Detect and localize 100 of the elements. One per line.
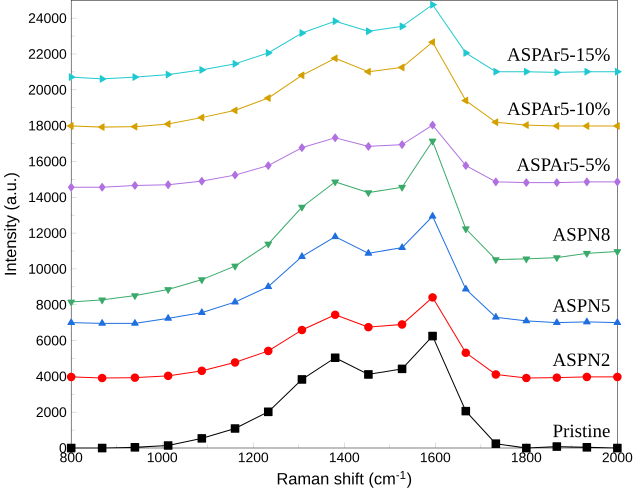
point bbox=[582, 443, 592, 452]
point bbox=[398, 140, 406, 149]
point bbox=[98, 444, 106, 452]
point bbox=[614, 249, 622, 256]
point bbox=[232, 60, 240, 68]
point bbox=[492, 439, 500, 448]
point bbox=[614, 178, 621, 186]
y-tick-label: 0 bbox=[60, 443, 66, 453]
y-tick-label: 16000 bbox=[29, 156, 66, 166]
point bbox=[264, 161, 272, 170]
point bbox=[230, 106, 238, 114]
y-tick-label: 10000 bbox=[29, 264, 66, 274]
point bbox=[131, 293, 139, 300]
point bbox=[462, 226, 470, 234]
point bbox=[584, 178, 590, 186]
point bbox=[428, 293, 437, 302]
point bbox=[492, 313, 500, 320]
x-tick-label: 1200 bbox=[238, 452, 268, 462]
point bbox=[366, 27, 373, 36]
point bbox=[231, 264, 239, 270]
x-tick-label: 1800 bbox=[512, 452, 542, 462]
point bbox=[364, 322, 373, 332]
point bbox=[492, 178, 500, 186]
point bbox=[332, 134, 339, 142]
point bbox=[553, 178, 560, 187]
point bbox=[365, 142, 372, 151]
point bbox=[131, 319, 139, 326]
point bbox=[330, 353, 340, 362]
point bbox=[492, 257, 500, 264]
point bbox=[462, 348, 470, 358]
point bbox=[66, 372, 76, 382]
point bbox=[198, 277, 206, 284]
point bbox=[428, 138, 436, 146]
point bbox=[398, 64, 404, 72]
point bbox=[524, 68, 531, 76]
x-tick-label: 1000 bbox=[148, 452, 178, 462]
point bbox=[264, 242, 272, 248]
point bbox=[582, 122, 590, 130]
point bbox=[164, 372, 172, 380]
point bbox=[398, 184, 406, 192]
point bbox=[364, 249, 372, 256]
point bbox=[430, 0, 437, 9]
point bbox=[462, 284, 470, 292]
point bbox=[522, 316, 530, 324]
point bbox=[553, 318, 561, 326]
point bbox=[264, 346, 273, 356]
series-label: ASPN5 bbox=[552, 299, 610, 312]
point bbox=[98, 182, 106, 192]
point bbox=[264, 94, 271, 102]
point bbox=[67, 300, 75, 306]
point bbox=[522, 121, 529, 129]
point bbox=[492, 118, 498, 126]
point bbox=[198, 434, 206, 443]
point bbox=[428, 332, 437, 340]
point bbox=[298, 252, 306, 259]
y-tick-label: 6000 bbox=[36, 336, 66, 346]
point bbox=[332, 17, 340, 25]
point bbox=[463, 49, 470, 57]
point bbox=[582, 372, 592, 382]
point bbox=[98, 123, 105, 131]
point bbox=[199, 66, 206, 74]
point bbox=[298, 375, 306, 384]
y-tick-label: 22000 bbox=[28, 49, 66, 59]
point bbox=[398, 243, 406, 250]
point bbox=[614, 318, 622, 326]
point bbox=[264, 408, 273, 416]
series-label: ASPN8 bbox=[552, 228, 610, 241]
series-label: ASPN2 bbox=[552, 353, 610, 366]
point bbox=[583, 250, 591, 258]
point bbox=[400, 22, 406, 30]
point bbox=[198, 176, 206, 186]
y-tick-label: 18000 bbox=[29, 120, 66, 131]
point bbox=[68, 73, 76, 81]
y-tick-label: 14000 bbox=[29, 192, 66, 202]
y-axis-title: Intensity (a.u.) bbox=[4, 173, 20, 275]
point bbox=[364, 190, 372, 197]
point bbox=[130, 443, 140, 452]
point bbox=[68, 182, 75, 192]
y-tick-label: 4000 bbox=[36, 372, 66, 382]
point bbox=[364, 370, 373, 379]
point bbox=[331, 232, 339, 240]
point bbox=[230, 424, 240, 433]
point bbox=[67, 318, 75, 326]
point bbox=[330, 54, 338, 62]
point bbox=[522, 374, 531, 382]
point bbox=[198, 308, 206, 316]
point bbox=[66, 444, 76, 452]
point bbox=[66, 122, 74, 130]
point bbox=[298, 143, 306, 152]
point bbox=[462, 96, 468, 104]
point bbox=[298, 204, 306, 212]
point bbox=[330, 310, 340, 320]
x-tick-label: 800 bbox=[60, 452, 82, 462]
series-label: Pristine bbox=[553, 424, 610, 438]
point bbox=[198, 366, 206, 376]
point bbox=[552, 122, 560, 130]
series-label: ASPAr5-15% bbox=[507, 48, 610, 61]
point bbox=[522, 256, 530, 264]
point bbox=[266, 49, 273, 57]
point bbox=[300, 29, 306, 37]
